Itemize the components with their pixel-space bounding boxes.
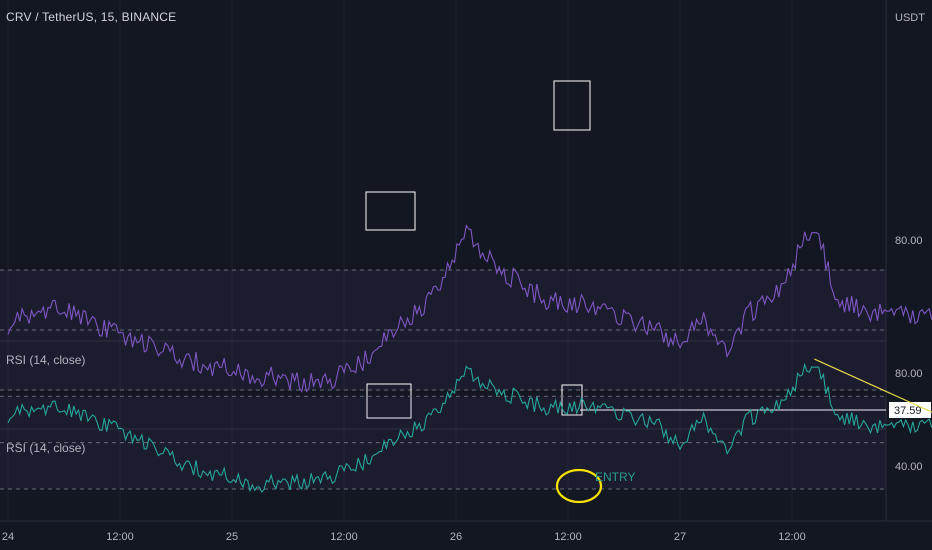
annotations: CRVUSDT4.90009:523.382 (365, 80, 591, 231)
time-tick-label: 12:00 (778, 531, 806, 543)
entry-label: ENTRY (595, 470, 635, 484)
rsi-1-title: RSI (14, close) (6, 353, 86, 367)
time-tick-label: 27 (674, 531, 686, 543)
rsi-value-badge (889, 402, 931, 418)
time-tick-label: 25 (226, 531, 238, 543)
rsi-trendline (814, 358, 932, 413)
rsi-tick-label: 40.00 (895, 461, 923, 473)
rsi-pane-1: 37.59 (0, 224, 932, 419)
time-tick-label: 12:00 (330, 531, 358, 543)
time-tick-label: 12:00 (106, 531, 134, 543)
time-tick-label: 24 (2, 531, 14, 543)
highlight-box (365, 191, 416, 231)
grid-lines (0, 0, 932, 522)
chart-title: CRV / TetherUS, 15, BINANCE (6, 10, 177, 24)
highlight-box (366, 383, 412, 419)
currency-label: USDT (895, 12, 925, 24)
rsi-line (7, 362, 932, 493)
time-tick-label: 12:00 (554, 531, 582, 543)
rsi-2-title: RSI (14, close) (6, 441, 86, 455)
time-tick-label: 26 (450, 531, 462, 543)
rsi-tick-label: 80.00 (895, 368, 923, 380)
rsi-line (7, 224, 932, 393)
entry-circle (555, 468, 603, 504)
axes: 2412:002512:002612:002712:003.5004.0004.… (2, 12, 925, 543)
rsi-pane-2: ENTRY (0, 358, 932, 504)
rsi-tick-label: 80.00 (895, 235, 923, 247)
highlight-box (561, 384, 583, 416)
rsi-last-value: 37.59 (894, 405, 922, 417)
highlight-box (553, 80, 591, 131)
